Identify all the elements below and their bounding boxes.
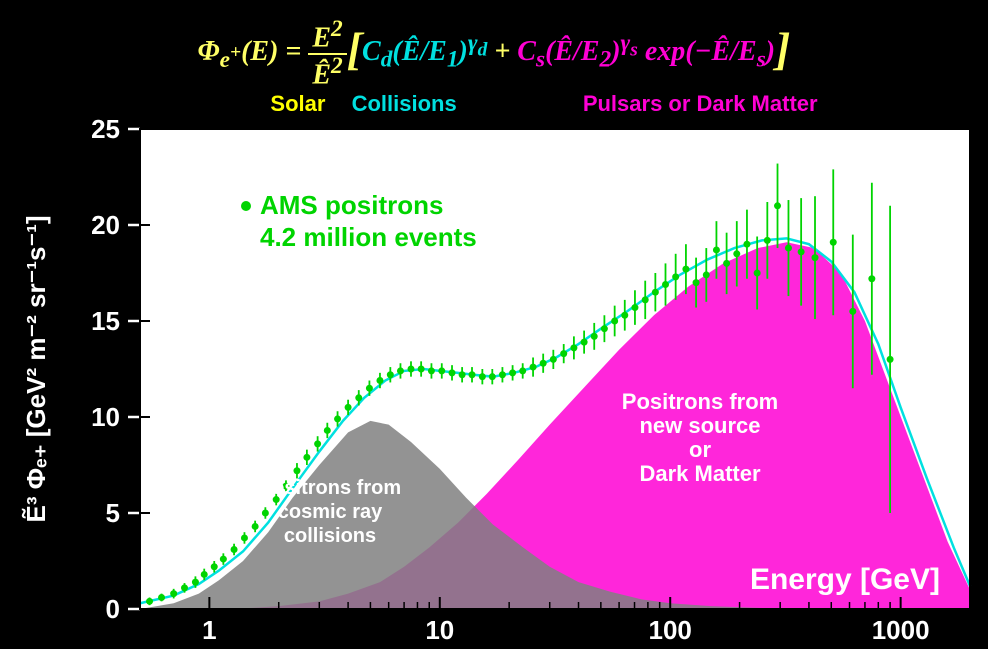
svg-text:AMS positrons: AMS positrons: [260, 190, 443, 220]
svg-text:4.2 million events: 4.2 million events: [260, 222, 477, 252]
svg-text:Positrons from: Positrons from: [622, 389, 778, 414]
svg-text:1: 1: [202, 615, 216, 645]
svg-text:Dark Matter: Dark Matter: [639, 461, 760, 486]
svg-text:collisions: collisions: [284, 525, 376, 547]
svg-text:10: 10: [91, 402, 120, 432]
svg-text:1000: 1000: [872, 615, 930, 645]
svg-text:or: or: [689, 437, 711, 462]
svg-text:new source: new source: [639, 413, 760, 438]
label-collisions: Collisions: [352, 91, 457, 117]
svg-text:5: 5: [106, 498, 120, 528]
svg-text:Positrons from: Positrons from: [259, 477, 401, 499]
positron-flux-chart: 0 5 10 15 20 25 Ẽ³ Φₑ₊ [GeV² m⁻² sr⁻¹s⁻¹] 1 10 10…: [0, 119, 988, 649]
equation-term-labels: Solar Collisions Pulsars or Dark Matter: [0, 91, 988, 119]
svg-text:25: 25: [91, 119, 120, 144]
svg-text:20: 20: [91, 210, 120, 240]
svg-text:0: 0: [106, 594, 120, 624]
svg-text:cosmic ray: cosmic ray: [278, 501, 383, 523]
label-solar: Solar: [270, 91, 325, 117]
svg-text:Ẽ³ Φₑ₊ [GeV² m⁻² sr⁻¹s⁻¹]: Ẽ³ Φₑ₊ [GeV² m⁻² sr⁻¹s⁻¹]: [21, 215, 51, 522]
svg-text:100: 100: [649, 615, 692, 645]
svg-text:Energy [GeV]: Energy [GeV]: [750, 563, 940, 596]
svg-text:10: 10: [425, 615, 454, 645]
svg-text:15: 15: [91, 306, 120, 336]
label-source: Pulsars or Dark Matter: [583, 91, 818, 117]
equation-formula: Φe+(E) = E2Ê2[Cd(Ê/E1)γd + Cs(Ê/E2)γs ex…: [0, 0, 988, 91]
